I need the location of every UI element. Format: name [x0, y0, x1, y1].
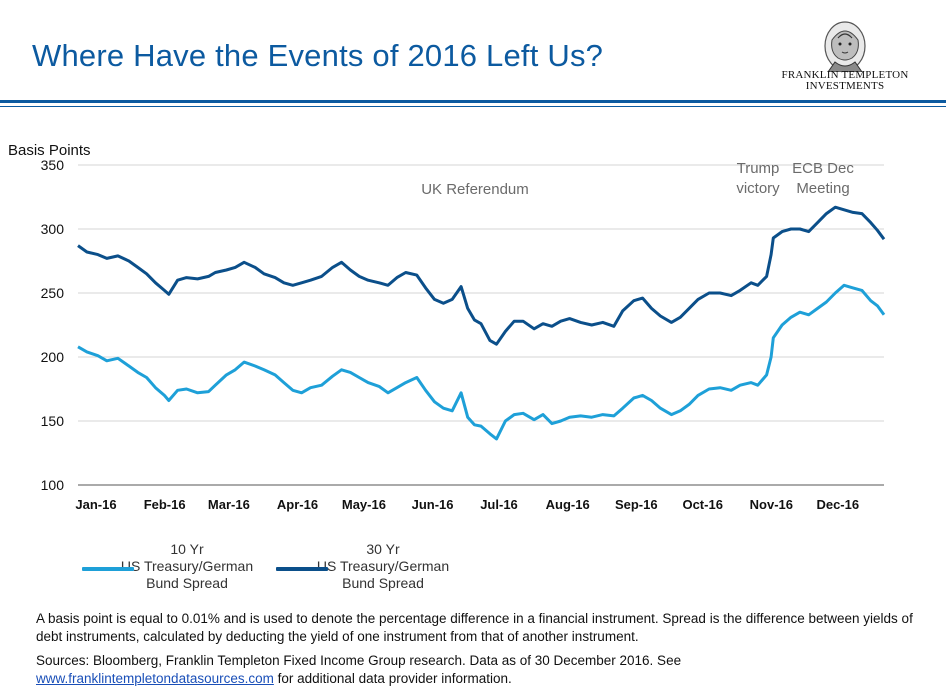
- legend-10yr-line3: Bund Spread: [146, 575, 228, 591]
- x-tick-label: Jul-16: [480, 497, 518, 512]
- y-tick-label: 200: [41, 349, 65, 365]
- spread-line-chart: Basis Points 100 150 200 250 300 350 Jan-16 Feb-…: [8, 142, 886, 512]
- annotation-trump-victory: Trump victory: [736, 160, 780, 197]
- series-10yr-line: [77, 283, 886, 441]
- x-tick-label: Mar-16: [208, 497, 250, 512]
- x-tick-label: Oct-16: [682, 497, 722, 512]
- legend-swatch-30yr: [276, 567, 328, 571]
- header-rule-thick: [0, 100, 946, 103]
- x-tick-label: Aug-16: [546, 497, 590, 512]
- x-tick-label: Jun-16: [412, 497, 454, 512]
- x-tick-label: Apr-16: [277, 497, 318, 512]
- y-tick-label: 100: [41, 477, 65, 493]
- annotation-uk-referendum: UK Referendum: [421, 181, 529, 198]
- franklin-portrait-icon: [824, 21, 866, 73]
- x-tick-label: Nov-16: [750, 497, 793, 512]
- legend-swatch-10yr: [82, 567, 134, 571]
- logo-wordmark: FRANKLIN TEMPLETON INVESTMENTS: [780, 70, 910, 92]
- header-rule-thin: [0, 106, 946, 107]
- series-30yr-line: [77, 205, 886, 346]
- y-tick-label: 350: [41, 157, 65, 173]
- legend-item-30yr: 30 Yr US Treasury/German Bund Spread: [308, 541, 458, 592]
- franklin-templeton-logo: FRANKLIN TEMPLETON INVESTMENTS: [780, 20, 910, 92]
- footnote-sources: Sources: Bloomberg, Franklin Templeton F…: [36, 652, 916, 688]
- data-sources-link[interactable]: www.franklintempletondatasources.com: [36, 671, 274, 686]
- y-tick-label: 300: [41, 221, 65, 237]
- legend-10yr-line2: US Treasury/German: [120, 558, 254, 574]
- y-tick-label: 250: [41, 285, 65, 301]
- logo-line-2: INVESTMENTS: [805, 80, 885, 92]
- logo-line-1: FRANKLIN TEMPLETON: [781, 69, 909, 81]
- annotation-ecb-meeting: ECB Dec Meeting: [792, 160, 854, 197]
- x-tick-label: May-16: [342, 497, 386, 512]
- y-tick-label: 150: [41, 413, 65, 429]
- legend-10yr-line1: 10 Yr: [170, 541, 204, 557]
- y-axis-label: Basis Points: [8, 142, 91, 159]
- sources-text: Sources: Bloomberg, Franklin Templeton F…: [36, 653, 682, 668]
- footnote-definition: A basis point is equal to 0.01% and is u…: [36, 611, 913, 644]
- legend-30yr-line1: 30 Yr: [366, 541, 400, 557]
- x-tick-label: Jan-16: [75, 497, 116, 512]
- x-tick-label: Sep-16: [615, 497, 658, 512]
- x-tick-label: Dec-16: [816, 497, 859, 512]
- page-title: Where Have the Events of 2016 Left Us?: [32, 38, 604, 73]
- sources-suffix: for additional data provider information…: [273, 671, 512, 686]
- x-tick-label: Feb-16: [144, 497, 186, 512]
- legend-30yr-line3: Bund Spread: [342, 575, 424, 591]
- legend-item-10yr: 10 Yr US Treasury/German Bund Spread: [112, 541, 262, 592]
- legend-30yr-line2: US Treasury/German: [316, 558, 450, 574]
